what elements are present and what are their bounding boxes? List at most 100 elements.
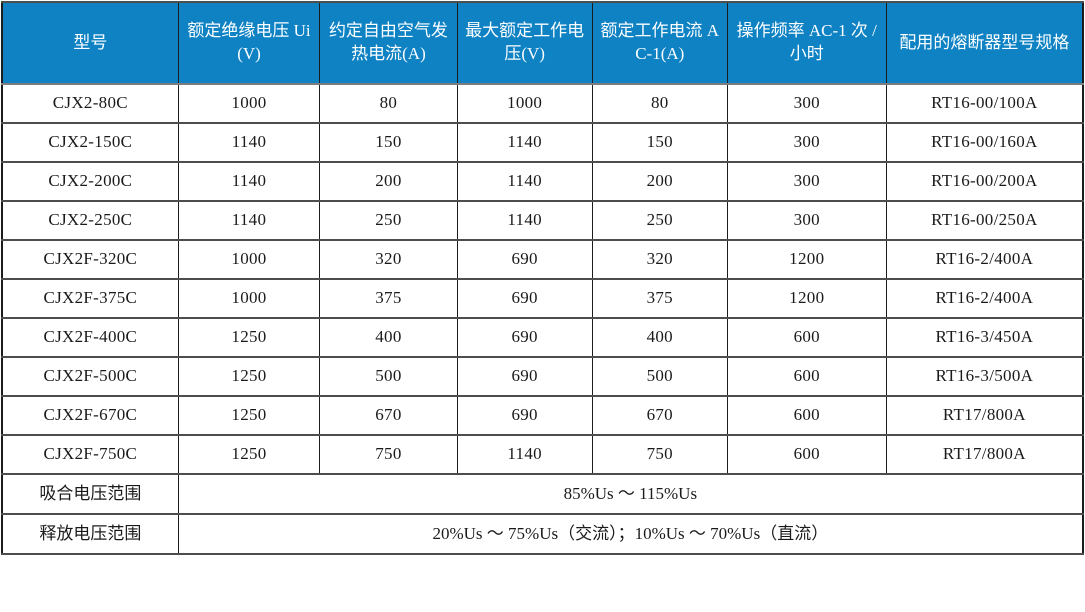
cell-rated-working-current-ac1: 670 <box>591 395 728 436</box>
cell-max-rated-working-voltage: 690 <box>456 239 593 280</box>
table-row: CJX2F-375C 1000 375 690 375 1200 RT16-2/400A <box>1 278 1084 319</box>
cell-matching-fuse-model-spec: RT16-00/200A <box>885 161 1084 202</box>
cell-model: CJX2F-400C <box>1 317 179 358</box>
cell-rated-insulation-voltage: 1250 <box>177 356 321 397</box>
cell-max-rated-working-voltage: 1140 <box>456 200 593 241</box>
cell-rated-working-current-ac1: 500 <box>591 356 728 397</box>
cell-max-rated-working-voltage: 1140 <box>456 434 593 475</box>
cell-rated-working-current-ac1: 250 <box>591 200 728 241</box>
cell-matching-fuse-model-spec: RT16-00/100A <box>885 83 1084 124</box>
cell-conventional-free-air-thermal-current: 750 <box>319 434 458 475</box>
cell-matching-fuse-model-spec: RT17/800A <box>885 395 1084 436</box>
column-header-model: 型号 <box>1 1 179 85</box>
cell-matching-fuse-model-spec: RT16-3/500A <box>885 356 1084 397</box>
table-row: CJX2F-400C 1250 400 690 400 600 RT16-3/450A <box>1 317 1084 358</box>
cell-operating-frequency-ac1: 600 <box>726 356 887 397</box>
cell-conventional-free-air-thermal-current: 250 <box>319 200 458 241</box>
cell-max-rated-working-voltage: 690 <box>456 395 593 436</box>
table-row-pull-in-voltage-range: 吸合电压范围 85%Us ～ 115%Us <box>1 473 1084 515</box>
cell-model: CJX2-80C <box>1 83 179 124</box>
cell-model: CJX2-200C <box>1 161 179 202</box>
cell-max-rated-working-voltage: 1140 <box>456 161 593 202</box>
cell-matching-fuse-model-spec: RT16-2/400A <box>885 278 1084 319</box>
cell-rated-working-current-ac1: 750 <box>591 434 728 475</box>
cell-conventional-free-air-thermal-current: 500 <box>319 356 458 397</box>
cell-rated-insulation-voltage: 1140 <box>177 161 321 202</box>
cell-rated-working-current-ac1: 150 <box>591 122 728 163</box>
cell-model: CJX2F-500C <box>1 356 179 397</box>
table-row: CJX2-150C 1140 150 1140 150 300 RT16-00/160A <box>1 122 1084 163</box>
cell-operating-frequency-ac1: 600 <box>726 317 887 358</box>
cell-rated-insulation-voltage: 1140 <box>177 122 321 163</box>
cell-rated-working-current-ac1: 200 <box>591 161 728 202</box>
cell-max-rated-working-voltage: 1140 <box>456 122 593 163</box>
cell-model: CJX2F-320C <box>1 239 179 280</box>
cell-max-rated-working-voltage: 690 <box>456 356 593 397</box>
cell-matching-fuse-model-spec: RT17/800A <box>885 434 1084 475</box>
cell-model: CJX2-150C <box>1 122 179 163</box>
table-row: CJX2-80C 1000 80 1000 80 300 RT16-00/100A <box>1 83 1084 124</box>
cell-rated-insulation-voltage: 1140 <box>177 200 321 241</box>
contactor-spec-table: 型号 额定绝缘电压 Ui(V) 约定自由空气发热电流(A) 最大额定工作电压(V) 额定… <box>1 1 1084 555</box>
cell-rated-insulation-voltage: 1000 <box>177 278 321 319</box>
cell-conventional-free-air-thermal-current: 150 <box>319 122 458 163</box>
table-row-release-voltage-range: 释放电压范围 20%Us ～ 75%Us（交流）；10%Us ～ 70%Us（直流… <box>1 513 1084 555</box>
column-header-max-rated-working-voltage: 最大额定工作电压(V) <box>456 1 593 85</box>
cell-model: CJX2F-670C <box>1 395 179 436</box>
cell-max-rated-working-voltage: 1000 <box>456 83 593 124</box>
cell-max-rated-working-voltage: 690 <box>456 317 593 358</box>
cell-operating-frequency-ac1: 300 <box>726 122 887 163</box>
cell-operating-frequency-ac1: 300 <box>726 83 887 124</box>
column-header-rated-insulation-voltage: 额定绝缘电压 Ui(V) <box>177 1 321 85</box>
cell-rated-working-current-ac1: 400 <box>591 317 728 358</box>
cell-operating-frequency-ac1: 600 <box>726 434 887 475</box>
table-row: CJX2F-670C 1250 670 690 670 600 RT17/800A <box>1 395 1084 436</box>
cell-rated-working-current-ac1: 375 <box>591 278 728 319</box>
cell-matching-fuse-model-spec: RT16-3/450A <box>885 317 1084 358</box>
table-row: CJX2F-500C 1250 500 690 500 600 RT16-3/500A <box>1 356 1084 397</box>
cell-rated-insulation-voltage: 1000 <box>177 239 321 280</box>
column-header-rated-working-current-ac1: 额定工作电流 AC-1(A) <box>591 1 728 85</box>
cell-model: CJX2F-750C <box>1 434 179 475</box>
cell-matching-fuse-model-spec: RT16-2/400A <box>885 239 1084 280</box>
cell-rated-working-current-ac1: 320 <box>591 239 728 280</box>
cell-operating-frequency-ac1: 300 <box>726 161 887 202</box>
cell-rated-insulation-voltage: 1250 <box>177 395 321 436</box>
column-header-conventional-free-air-thermal-current: 约定自由空气发热电流(A) <box>319 1 458 85</box>
cell-operating-frequency-ac1: 300 <box>726 200 887 241</box>
cell-conventional-free-air-thermal-current: 400 <box>319 317 458 358</box>
cell-rated-insulation-voltage: 1250 <box>177 317 321 358</box>
cell-rated-insulation-voltage: 1000 <box>177 83 321 124</box>
table-row: CJX2-200C 1140 200 1140 200 300 RT16-00/200A <box>1 161 1084 202</box>
row-value-pull-in-voltage-range: 85%Us ～ 115%Us <box>177 473 1084 515</box>
column-header-operating-frequency-ac1: 操作频率 AC-1 次 / 小时 <box>726 1 887 85</box>
cell-conventional-free-air-thermal-current: 200 <box>319 161 458 202</box>
table-header: 型号 额定绝缘电压 Ui(V) 约定自由空气发热电流(A) 最大额定工作电压(V) 额定… <box>1 1 1084 85</box>
cell-operating-frequency-ac1: 1200 <box>726 278 887 319</box>
cell-conventional-free-air-thermal-current: 80 <box>319 83 458 124</box>
table-row: CJX2-250C 1140 250 1140 250 300 RT16-00/250A <box>1 200 1084 241</box>
cell-model: CJX2-250C <box>1 200 179 241</box>
cell-conventional-free-air-thermal-current: 375 <box>319 278 458 319</box>
table-row: CJX2F-750C 1250 750 1140 750 600 RT17/800A <box>1 434 1084 475</box>
cell-operating-frequency-ac1: 600 <box>726 395 887 436</box>
row-value-release-voltage-range: 20%Us ～ 75%Us（交流）；10%Us ～ 70%Us（直流） <box>177 513 1084 555</box>
cell-rated-working-current-ac1: 80 <box>591 83 728 124</box>
cell-max-rated-working-voltage: 690 <box>456 278 593 319</box>
cell-operating-frequency-ac1: 1200 <box>726 239 887 280</box>
cell-matching-fuse-model-spec: RT16-00/160A <box>885 122 1084 163</box>
table-body: CJX2-80C 1000 80 1000 80 300 RT16-00/100A CJX2-… <box>1 83 1084 475</box>
cell-model: CJX2F-375C <box>1 278 179 319</box>
table-row: CJX2F-320C 1000 320 690 320 1200 RT16-2/400A <box>1 239 1084 280</box>
column-header-matching-fuse-model-spec: 配用的熔断器型号规格 <box>885 1 1084 85</box>
cell-conventional-free-air-thermal-current: 320 <box>319 239 458 280</box>
row-label-pull-in-voltage-range: 吸合电压范围 <box>1 473 179 515</box>
table-footer: 吸合电压范围 85%Us ～ 115%Us 释放电压范围 20%Us ～ 75%Us（… <box>1 473 1084 555</box>
cell-conventional-free-air-thermal-current: 670 <box>319 395 458 436</box>
cell-rated-insulation-voltage: 1250 <box>177 434 321 475</box>
cell-matching-fuse-model-spec: RT16-00/250A <box>885 200 1084 241</box>
table-header-row: 型号 额定绝缘电压 Ui(V) 约定自由空气发热电流(A) 最大额定工作电压(V) 额定… <box>1 1 1084 85</box>
row-label-release-voltage-range: 释放电压范围 <box>1 513 179 555</box>
